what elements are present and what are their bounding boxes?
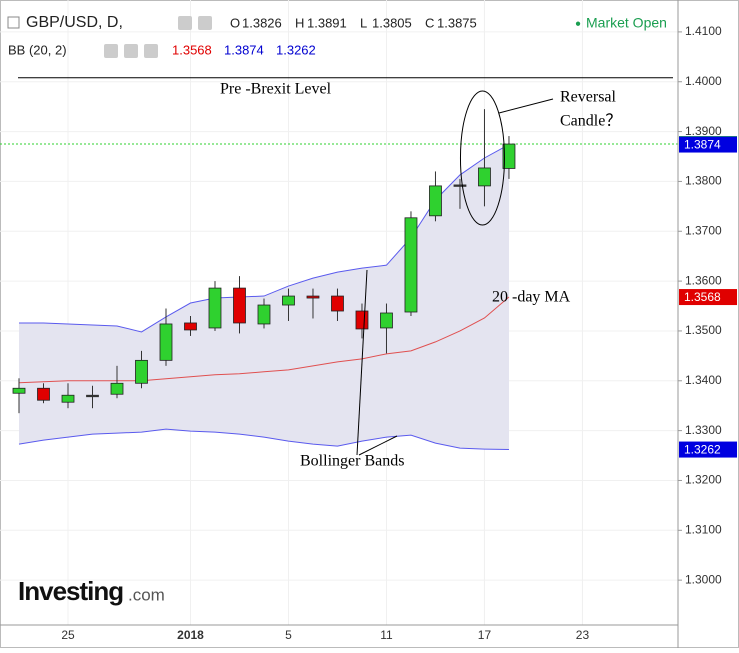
price-tag-label: 1.3568 — [684, 290, 721, 304]
plot — [0, 0, 678, 625]
candle-body — [184, 322, 197, 331]
annotation: Candle？ — [560, 113, 621, 130]
status: Market Open — [586, 15, 667, 31]
candle-body — [502, 143, 516, 169]
y-tick-label: 1.3800 — [685, 174, 722, 188]
level-label: Pre -Brexit Level — [220, 80, 332, 97]
y-tick-label: 1.4000 — [685, 74, 722, 88]
y-tick-label: 1.3400 — [685, 373, 722, 387]
candle-body — [453, 184, 467, 187]
candle-body — [12, 387, 26, 394]
x-tick-label: 11 — [380, 628, 393, 642]
candle-body — [37, 387, 50, 401]
candle-body — [429, 185, 442, 217]
x-tick-label: 23 — [576, 628, 590, 642]
x-tick-label: 17 — [478, 628, 492, 642]
candle-body — [306, 295, 320, 299]
collapse-icon[interactable] — [7, 16, 20, 29]
x-tick-label: 5 — [285, 628, 292, 642]
annotation-ellipse — [459, 90, 505, 226]
icon[interactable] — [178, 16, 192, 30]
candle-body — [282, 295, 295, 306]
candle-body — [208, 287, 222, 329]
ohlc-value: 1.3875 — [437, 15, 477, 30]
band-line — [19, 144, 510, 333]
ohlc-key: L — [360, 15, 367, 30]
y-tick-label: 1.4100 — [685, 24, 722, 38]
icon[interactable] — [104, 44, 118, 58]
logo: Investing — [18, 576, 123, 606]
candle-body — [86, 394, 99, 398]
x-tick-label: 2018 — [177, 628, 204, 642]
price-tag — [679, 441, 737, 458]
status-dot: ● — [575, 19, 581, 30]
candle-body — [404, 217, 418, 313]
candle-body — [233, 287, 246, 324]
candle-body — [135, 359, 148, 384]
ohlc-value: 1.3891 — [307, 15, 347, 30]
candle-body — [257, 304, 271, 325]
annotation: Bollinger Bands — [300, 453, 404, 470]
annotation-line — [356, 269, 368, 456]
indicator-name: BB (20, 2) — [8, 42, 67, 57]
y-tick-label: 1.3700 — [685, 223, 722, 237]
y-tick-label: 1.3900 — [685, 124, 722, 138]
annotation-line — [358, 435, 398, 456]
icon[interactable] — [198, 16, 212, 30]
price-tag — [679, 289, 737, 306]
y-tick-label: 1.3100 — [685, 522, 722, 536]
price-tag — [679, 136, 737, 153]
band-line — [18, 428, 509, 451]
ohlc-key: O — [230, 15, 240, 30]
band-line — [18, 296, 510, 384]
ohlc-key: H — [295, 15, 304, 30]
y-tick-label: 1.3000 — [685, 572, 722, 586]
candle-body — [110, 382, 124, 395]
y-tick-label: 1.3200 — [685, 473, 722, 487]
ohlc-value: 1.3805 — [372, 15, 412, 30]
annotation: 20 -day MA — [492, 289, 571, 306]
icon[interactable] — [144, 44, 158, 58]
candle-body — [478, 167, 491, 187]
candle-body — [159, 323, 173, 361]
annotation-line — [498, 98, 554, 114]
candle-body — [331, 295, 344, 312]
indicator-value: 1.3568 — [172, 42, 212, 57]
candle-body — [355, 310, 369, 330]
annotation: Reversal — [560, 89, 617, 106]
ohlc-key: C — [425, 15, 434, 30]
symbol: GBP/USD, D, — [26, 14, 123, 31]
y-tick-label: 1.3600 — [685, 273, 722, 287]
candle-body — [61, 394, 75, 403]
candle-body — [380, 312, 393, 329]
price-tag-label: 1.3262 — [684, 443, 721, 457]
price-tag-label: 1.3874 — [684, 138, 721, 152]
icons — [104, 16, 212, 58]
indicator-value: 1.3262 — [276, 42, 316, 57]
y-tick-label: 1.3500 — [685, 323, 722, 337]
ohlc-value: 1.3826 — [242, 15, 282, 30]
logo-suffix: .com — [128, 585, 165, 604]
x-tick-label: 25 — [61, 628, 75, 642]
y-tick-label: 1.3300 — [685, 423, 722, 437]
icon[interactable] — [124, 44, 138, 58]
indicator-value: 1.3874 — [224, 42, 264, 57]
